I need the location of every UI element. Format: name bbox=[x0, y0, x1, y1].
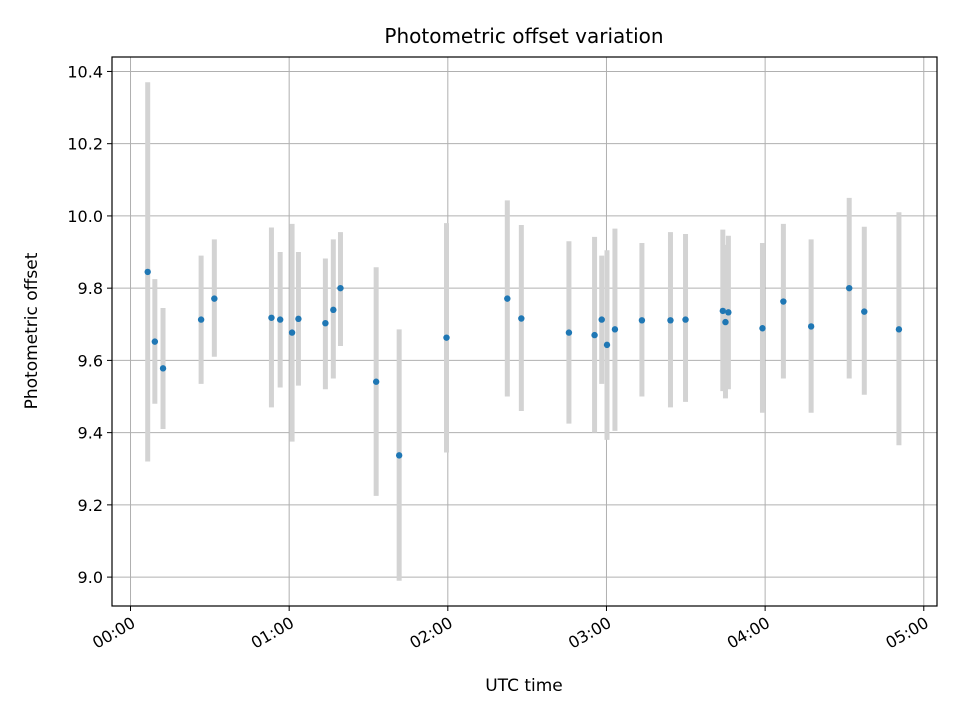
data-point bbox=[276, 316, 284, 323]
data-point bbox=[504, 295, 511, 302]
y-axis-title: Photometric offset bbox=[22, 252, 42, 409]
y-tick-label: 9.8 bbox=[78, 279, 103, 298]
x-axis-title: UTC time bbox=[485, 676, 563, 696]
data-point bbox=[295, 315, 302, 323]
data-point bbox=[337, 284, 344, 292]
y-tick-label: 10.4 bbox=[67, 62, 103, 81]
data-point bbox=[861, 308, 868, 315]
data-point bbox=[759, 325, 766, 332]
data-point bbox=[611, 326, 619, 333]
data-point bbox=[288, 329, 296, 336]
data-point bbox=[780, 298, 787, 305]
data-point bbox=[372, 378, 380, 385]
data-point bbox=[565, 329, 573, 336]
chart-title: Photometric offset variation bbox=[384, 24, 663, 48]
data-point bbox=[846, 284, 853, 292]
data-point bbox=[443, 334, 450, 341]
data-point bbox=[151, 338, 159, 345]
data-point bbox=[638, 317, 646, 324]
data-point bbox=[719, 307, 727, 315]
data-point bbox=[591, 331, 598, 339]
y-axis-ticks: 9.0 9.2 9.4 9.6 9.8 10.0 10.2 10.4 bbox=[67, 62, 112, 587]
data-point bbox=[598, 316, 605, 323]
data-point bbox=[603, 341, 611, 349]
data-point bbox=[322, 319, 329, 327]
data-point bbox=[895, 326, 903, 333]
y-tick-label: 10.2 bbox=[67, 135, 103, 154]
data-point bbox=[197, 316, 205, 323]
data-point bbox=[667, 317, 674, 324]
data-point bbox=[395, 452, 403, 459]
y-tick-label: 9.0 bbox=[78, 568, 103, 587]
y-tick-label: 10.0 bbox=[67, 207, 103, 226]
y-tick-label: 9.4 bbox=[78, 424, 103, 443]
data-points bbox=[144, 268, 903, 459]
y-tick-label: 9.6 bbox=[78, 351, 103, 370]
data-point bbox=[682, 316, 689, 323]
data-point bbox=[211, 295, 218, 302]
plot-frame bbox=[111, 56, 938, 607]
data-point bbox=[518, 315, 525, 322]
data-point bbox=[725, 309, 732, 316]
y-tick-label: 9.2 bbox=[78, 496, 103, 515]
data-point bbox=[144, 268, 151, 276]
data-point bbox=[807, 323, 815, 330]
data-point bbox=[159, 365, 167, 372]
data-point bbox=[722, 318, 729, 326]
data-point bbox=[268, 314, 275, 321]
data-point bbox=[330, 306, 337, 314]
